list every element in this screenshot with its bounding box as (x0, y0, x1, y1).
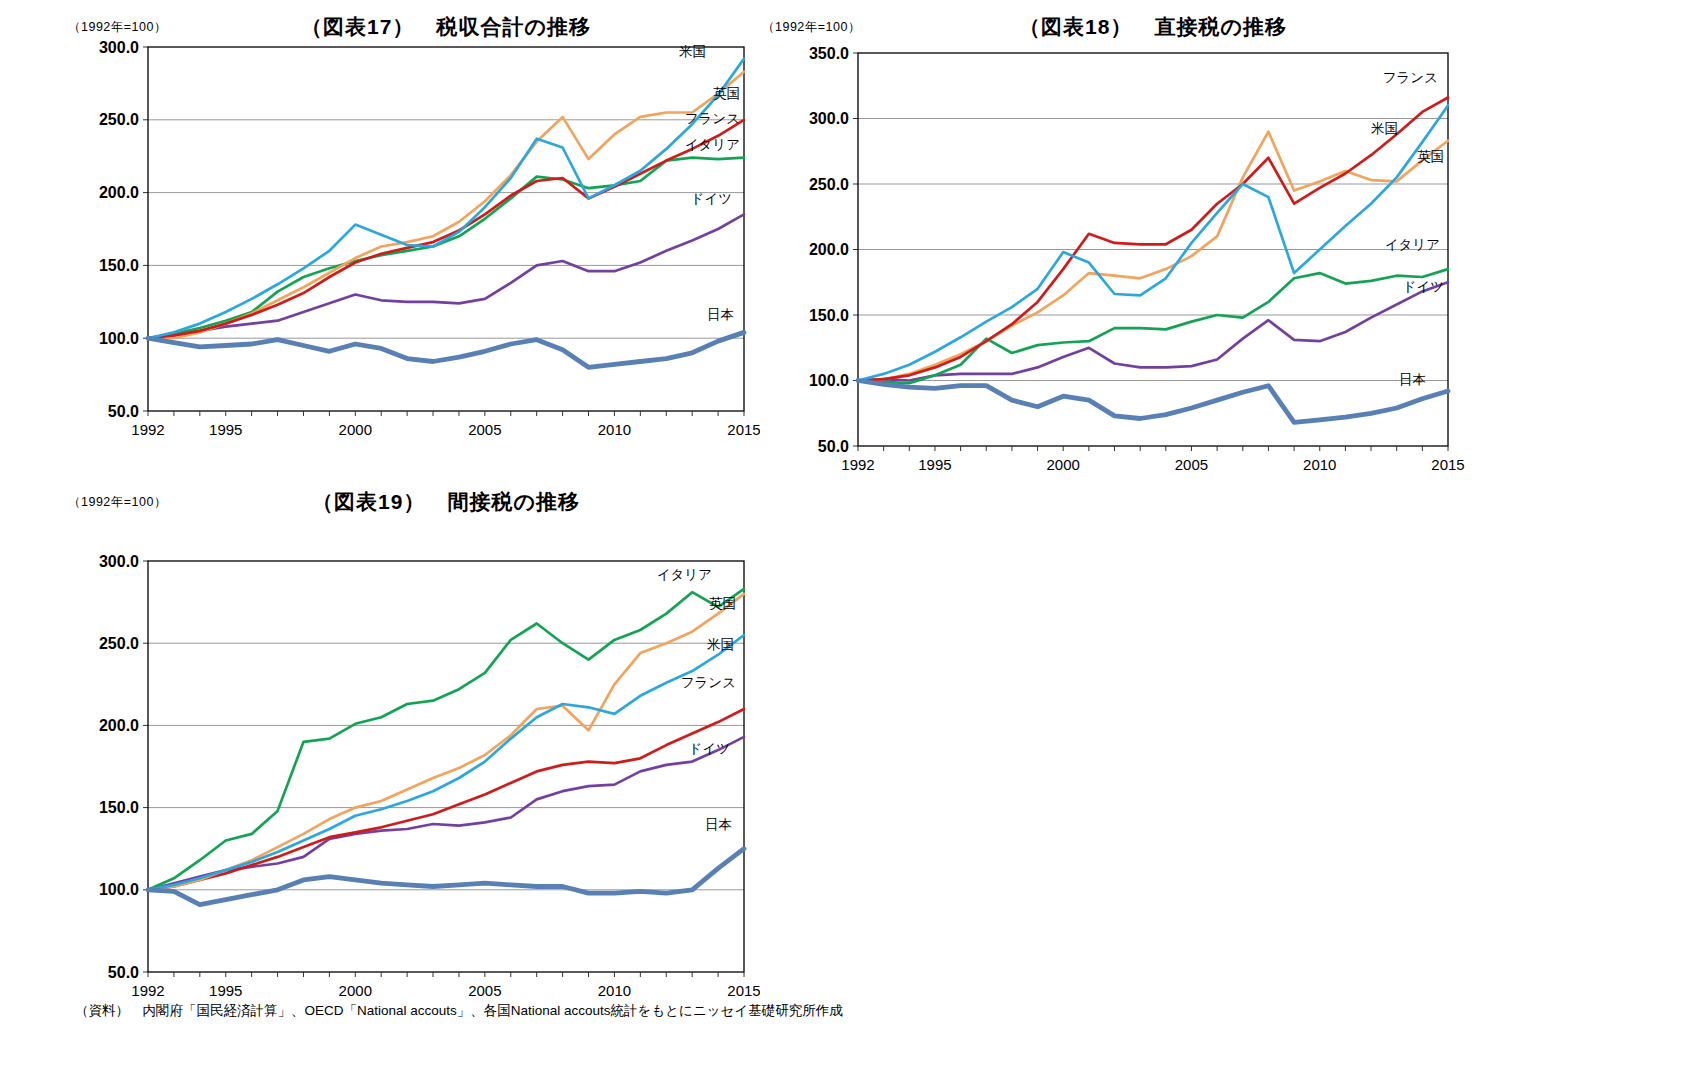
series-label: ドイツ (1403, 279, 1444, 294)
series-label: ドイツ (689, 741, 730, 756)
series-label: イタリア (685, 137, 740, 152)
svg-text:150.0: 150.0 (99, 799, 139, 816)
svg-text:2015: 2015 (1431, 456, 1464, 473)
chart-plot-total-tax: 300.0 250.0 200.0 150.0 100.0 50.01992 1995 200… (60, 5, 760, 475)
svg-text:250.0: 250.0 (99, 111, 139, 128)
chart-plot-indirect-tax: 300.0 250.0 200.0 150.0 100.0 50.01992 1995 200… (60, 485, 760, 1005)
svg-text:2005: 2005 (1175, 456, 1208, 473)
svg-text:2010: 2010 (598, 982, 631, 999)
svg-text:2000: 2000 (339, 982, 372, 999)
chart-total-tax: （1992年=100） （図表17） 税収合計の推移 300.0250.0200… (60, 5, 760, 475)
series-label: フランス (1383, 70, 1438, 85)
svg-text:250.0: 250.0 (99, 635, 139, 652)
svg-text:1995: 1995 (918, 456, 951, 473)
svg-text:2015: 2015 (727, 982, 760, 999)
svg-text:300.0: 300.0 (809, 110, 849, 127)
svg-text:50.0: 50.0 (108, 964, 139, 981)
svg-text:100.0: 100.0 (99, 881, 139, 898)
svg-text:1995: 1995 (209, 982, 242, 999)
svg-text:2000: 2000 (339, 421, 372, 438)
svg-text:2005: 2005 (468, 421, 501, 438)
figure-canvas: （1992年=100） （図表17） 税収合計の推移 300.0250.0200… (0, 0, 1699, 1075)
svg-text:2000: 2000 (1047, 456, 1080, 473)
series-label: 英国 (1417, 149, 1444, 164)
series-label: 日本 (707, 307, 734, 322)
chart-indirect-tax: （1992年=100） （図表19） 間接税の推移 300.0250.0200.… (60, 485, 760, 1005)
series-label: 日本 (705, 817, 732, 832)
svg-text:150.0: 150.0 (99, 257, 139, 274)
svg-text:50.0: 50.0 (108, 403, 139, 420)
series-label: フランス (685, 111, 740, 126)
series-label: 米国 (679, 44, 706, 59)
svg-text:1995: 1995 (209, 421, 242, 438)
svg-text:2005: 2005 (468, 982, 501, 999)
svg-text:1992: 1992 (131, 982, 164, 999)
svg-text:250.0: 250.0 (809, 176, 849, 193)
series-label: 米国 (1371, 121, 1398, 136)
svg-text:50.0: 50.0 (818, 438, 849, 455)
series-label: 日本 (1399, 372, 1426, 387)
svg-text:200.0: 200.0 (809, 241, 849, 258)
svg-text:2010: 2010 (1303, 456, 1336, 473)
svg-text:2010: 2010 (598, 421, 631, 438)
svg-text:350.0: 350.0 (809, 45, 849, 62)
svg-text:200.0: 200.0 (99, 717, 139, 734)
chart-direct-tax: （1992年=100） （図表18） 直接税の推移 350.0300.0250.… (755, 5, 1485, 475)
series-label: ドイツ (691, 191, 732, 206)
series-label: フランス (681, 675, 736, 690)
svg-text:300.0: 300.0 (99, 39, 139, 56)
svg-text:100.0: 100.0 (809, 372, 849, 389)
series-label: 米国 (707, 637, 734, 652)
svg-text:150.0: 150.0 (809, 307, 849, 324)
series-label: 英国 (709, 596, 736, 611)
svg-text:1992: 1992 (131, 421, 164, 438)
source-note: （資料） 内閣府「国民経済計算」、OECD「National accouts」、… (75, 1002, 843, 1020)
svg-text:100.0: 100.0 (99, 330, 139, 347)
svg-text:1992: 1992 (841, 456, 874, 473)
chart-plot-direct-tax: 350.0 300.0 250.0 200.0 150.0 100.0 50.01992 19… (755, 5, 1485, 475)
series-label: 英国 (713, 86, 740, 101)
svg-text:300.0: 300.0 (99, 553, 139, 570)
svg-text:200.0: 200.0 (99, 184, 139, 201)
series-label: イタリア (1385, 237, 1440, 252)
series-label: イタリア (657, 567, 712, 582)
